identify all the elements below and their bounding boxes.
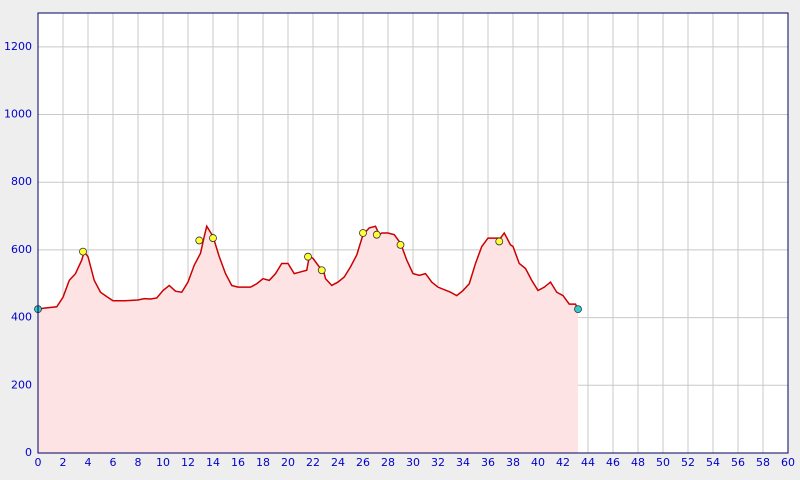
x-tick-label: 58 xyxy=(756,456,770,469)
marker xyxy=(79,247,87,256)
x-tick-label: 14 xyxy=(206,456,220,469)
marker xyxy=(574,305,582,314)
x-tick-label: 20 xyxy=(281,456,295,469)
x-tick-label: 8 xyxy=(135,456,142,469)
x-tick-label: 42 xyxy=(556,456,570,469)
x-tick-label: 48 xyxy=(631,456,645,469)
x-tick-label: 18 xyxy=(256,456,270,469)
y-tick-label: 800 xyxy=(11,175,32,188)
x-tick-label: 30 xyxy=(406,456,420,469)
x-tick-label: 16 xyxy=(231,456,245,469)
x-tick-label: 60 xyxy=(781,456,795,469)
x-tick-label: 6 xyxy=(110,456,117,469)
x-tick-label: 50 xyxy=(656,456,670,469)
y-tick-label: 1000 xyxy=(4,108,32,121)
plot-border xyxy=(37,12,789,454)
x-tick-label: 54 xyxy=(706,456,720,469)
y-tick-label: 1200 xyxy=(4,40,32,53)
marker xyxy=(359,229,367,237)
x-tick-label: 10 xyxy=(156,456,170,469)
marker xyxy=(209,234,217,242)
x-tick-label: 22 xyxy=(306,456,320,469)
x-tick-label: 44 xyxy=(581,456,595,469)
x-tick-label: 52 xyxy=(681,456,695,469)
x-tick-label: 26 xyxy=(356,456,370,469)
x-tick-label: 34 xyxy=(456,456,470,469)
y-tick-label: 200 xyxy=(11,378,32,391)
x-tick-label: 24 xyxy=(331,456,345,469)
x-tick-label: 38 xyxy=(506,456,520,469)
marker xyxy=(317,266,326,275)
x-tick-label: 4 xyxy=(85,456,92,469)
x-tick-label: 56 xyxy=(731,456,745,469)
x-tick-label: 40 xyxy=(531,456,545,469)
marker xyxy=(396,240,405,249)
marker xyxy=(495,237,504,246)
line xyxy=(37,224,579,310)
x-tick-label: 46 xyxy=(606,456,620,469)
x-tick-label: 32 xyxy=(431,456,445,469)
area-fill xyxy=(38,226,578,453)
x-tick-label: 28 xyxy=(381,456,395,469)
marker xyxy=(372,230,381,239)
x-tick-label: 12 xyxy=(181,456,195,469)
marker xyxy=(195,236,204,245)
x-tick-label: 2 xyxy=(60,456,67,469)
y-tick-label: 400 xyxy=(11,311,32,324)
marker xyxy=(304,252,312,261)
y-tick-label: 0 xyxy=(25,446,32,459)
x-tick-label: 0 xyxy=(35,456,42,469)
x-tick-label: 36 xyxy=(481,456,495,469)
y-tick-label: 600 xyxy=(11,243,32,256)
